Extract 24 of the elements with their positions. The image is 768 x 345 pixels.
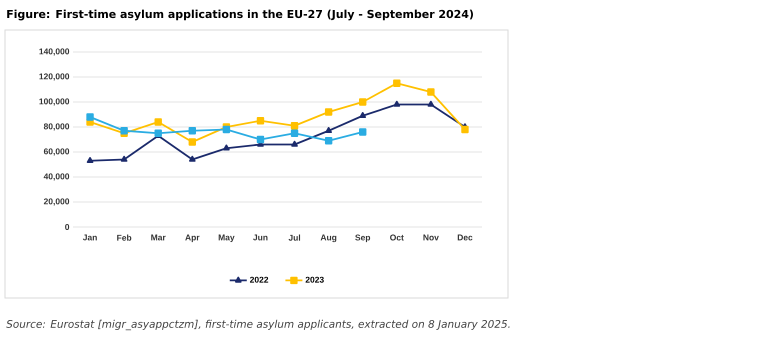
legend-label: 2023 [306,276,324,283]
source-note: Source: Eurostat [migr_asyappctzm], first-time asylum applicants, extracted on 8 January 2025. [6,320,510,330]
y-tick-label: 100,000 [39,98,70,106]
y-tick-label: 120,000 [39,73,70,81]
y-tick-label: 80,000 [44,123,70,131]
x-tick-label: Jul [288,234,300,241]
x-tick-label: Nov [423,234,439,240]
x-tick-label: Sep [355,234,370,242]
x-tick-label: Oct [390,234,404,241]
x-tick-label: Apr [185,234,200,242]
legend-label: 2022 [250,276,268,283]
y-tick-label: 20,000 [44,198,70,206]
x-tick-label: May [218,234,235,242]
x-tick-label: Feb [117,234,132,241]
y-tick-label: 140,000 [39,48,70,56]
x-tick-label: Mar [151,234,166,240]
x-tick-label: Jun [253,234,268,240]
y-tick-label: 40,000 [44,173,70,181]
x-tick-label: Dec [458,234,472,240]
x-tick-label: Jan [82,234,97,240]
y-tick-label: 60,000 [44,148,70,156]
y-tick-label: 0 [65,224,70,230]
chart-title: Figure: First-time asylum applications in the EU-27 (July - September 2024) [7,10,473,20]
x-tick-label: Aug [320,234,336,242]
